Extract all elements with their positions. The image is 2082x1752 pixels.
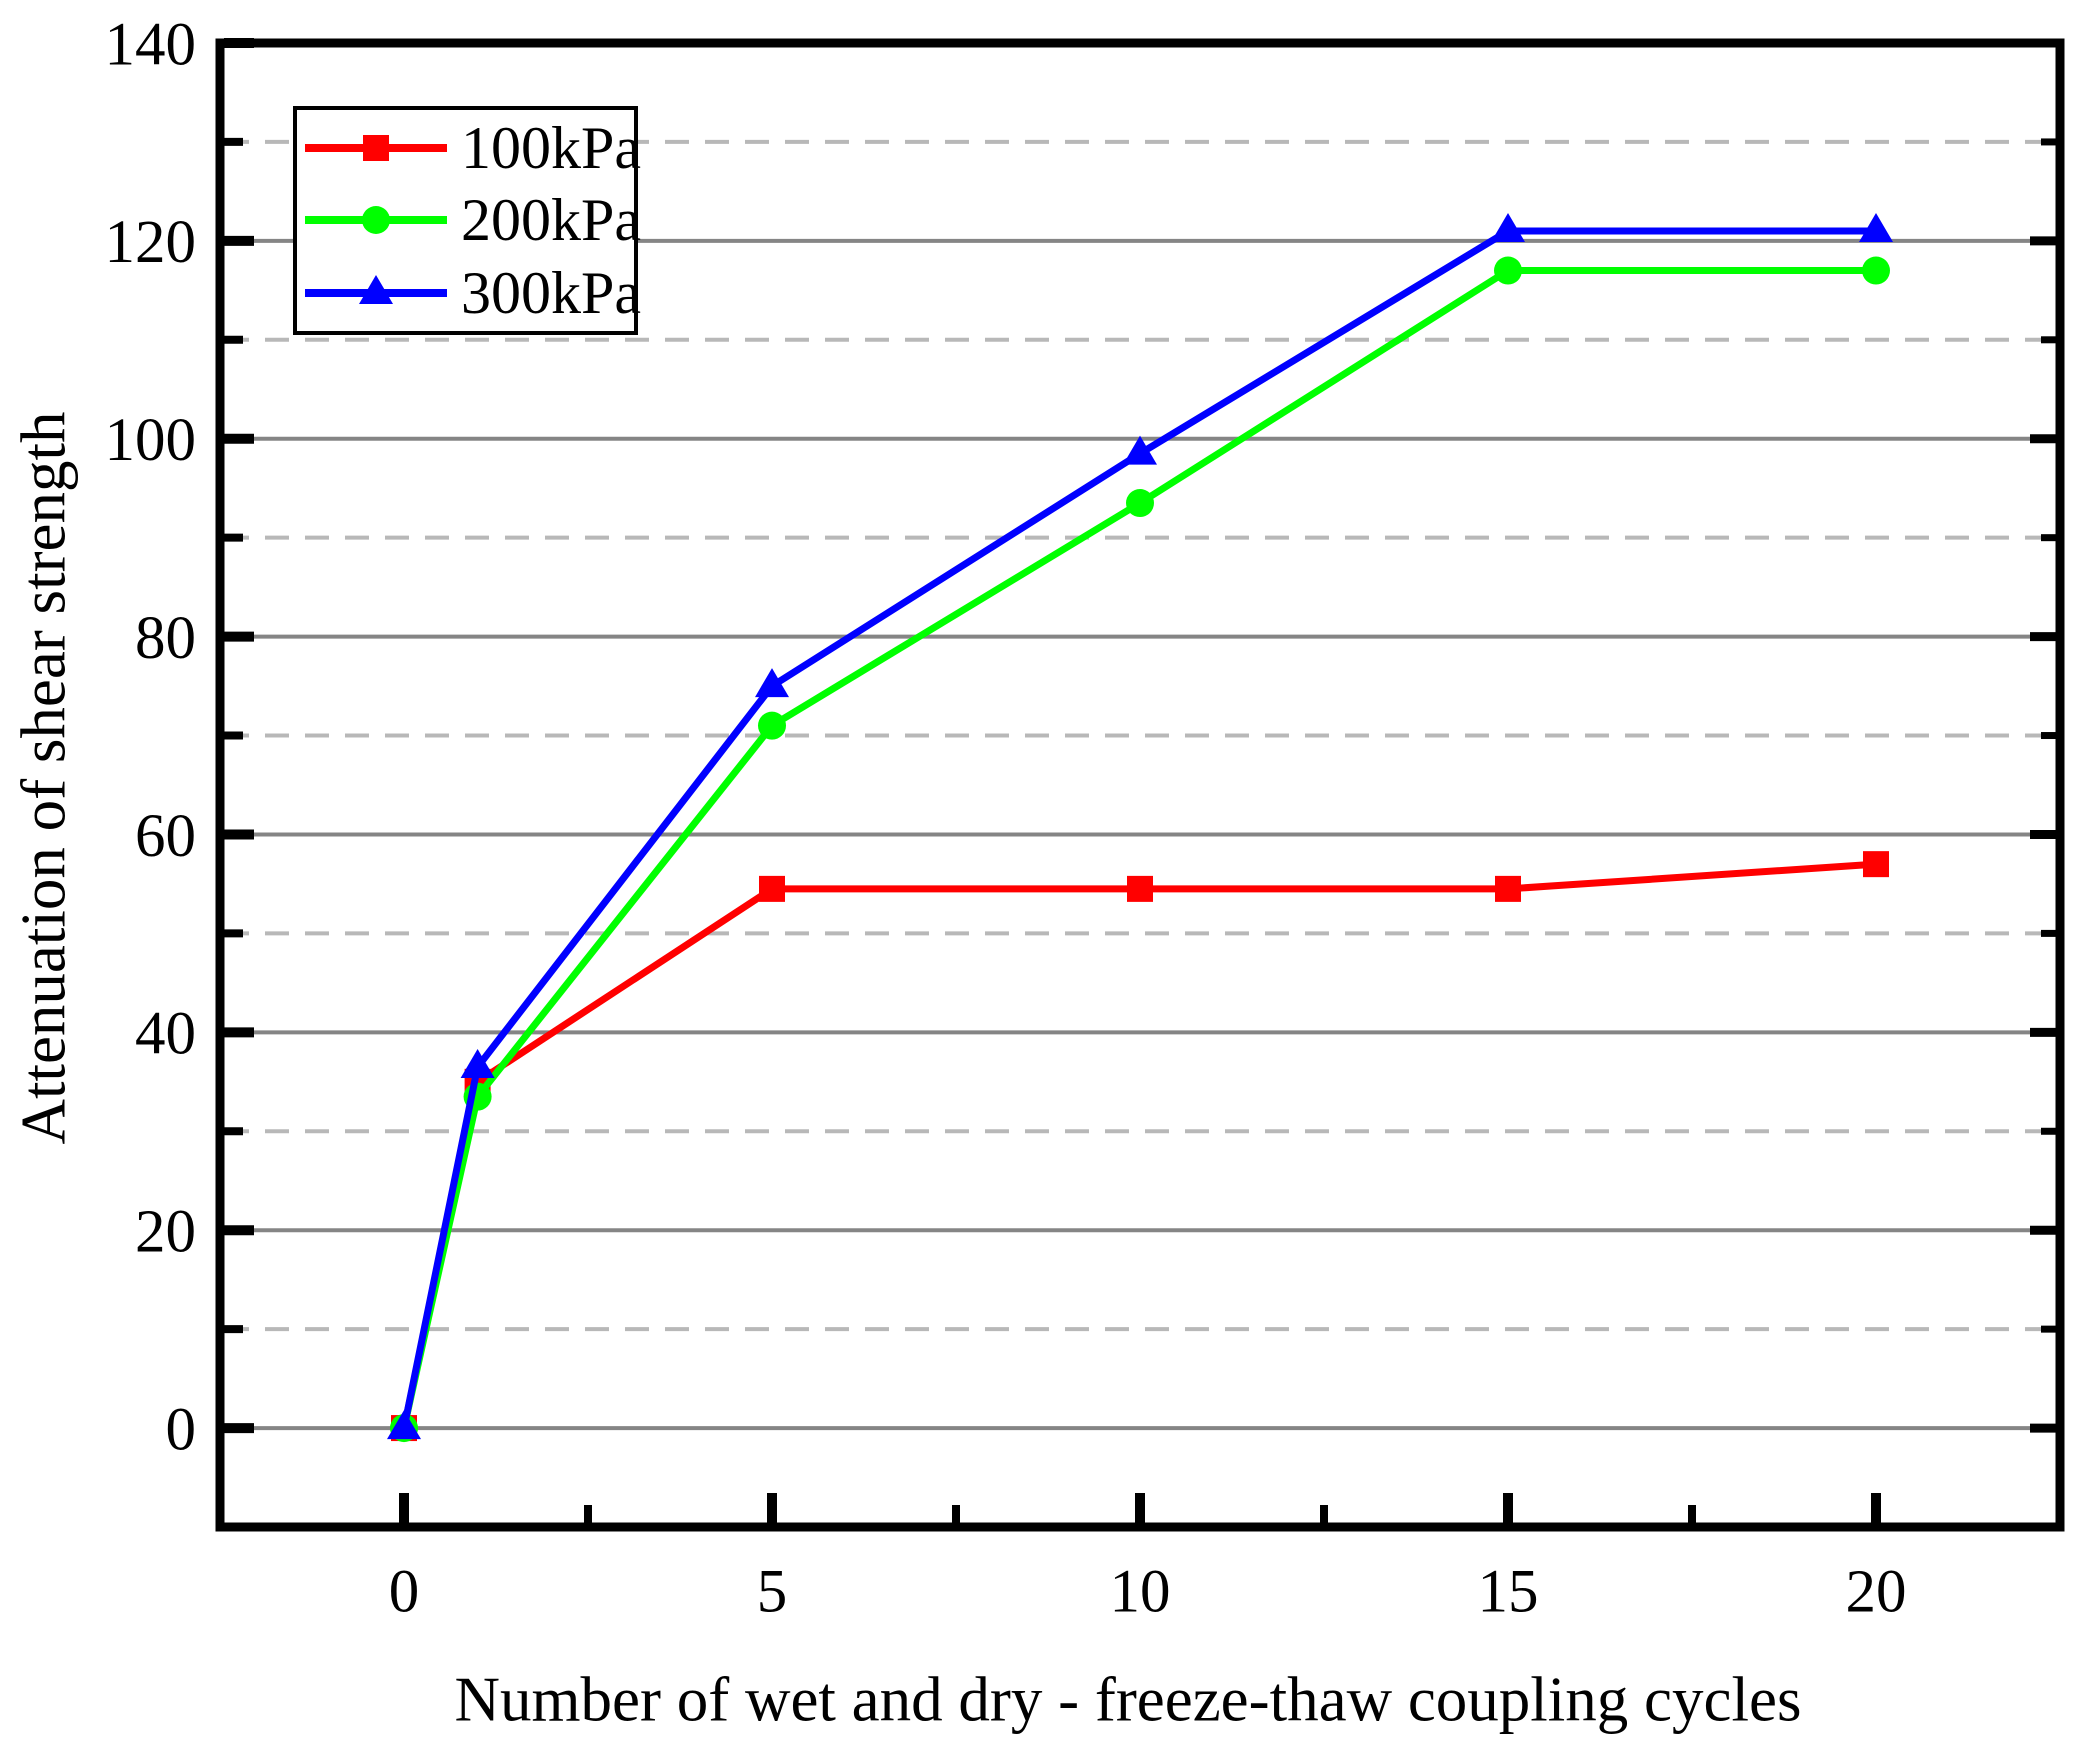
data-marker-300kPa <box>460 1048 495 1078</box>
y-tick-label: 100 <box>105 407 197 474</box>
legend-box: 100kPa 200kPa 300kPa <box>293 106 641 335</box>
legend-item-100kPa: 100kPa <box>301 112 641 184</box>
y-tick-label: 80 <box>135 605 196 672</box>
data-marker-200kPa <box>1126 489 1154 518</box>
x-axis-title: Number of wet and dry - freeze-thaw coup… <box>454 1664 1802 1735</box>
x-tick-label: 10 <box>1110 1558 1171 1625</box>
data-marker-300kPa <box>1491 212 1525 242</box>
x-tick-label: 0 <box>389 1558 420 1625</box>
data-marker-100kPa <box>1127 875 1153 902</box>
plot-frame <box>215 38 2065 1532</box>
legend-label: 300kPa <box>461 259 641 326</box>
x-tick-label: 5 <box>757 1558 788 1625</box>
data-marker-200kPa <box>1862 256 1890 285</box>
data-marker-100kPa <box>1863 851 1889 878</box>
legend-triangle-marker-icon <box>305 274 447 304</box>
data-marker-300kPa <box>1123 435 1157 465</box>
legend-square-marker-icon <box>305 135 447 162</box>
data-marker-300kPa <box>1859 212 1893 242</box>
legend-circle-marker-icon <box>305 206 447 235</box>
data-marker-200kPa <box>758 711 786 740</box>
data-marker-100kPa <box>759 875 785 902</box>
y-tick-label: 20 <box>135 1199 196 1266</box>
x-tick-label: 20 <box>1846 1558 1907 1625</box>
series-line-100kPa <box>400 860 1877 1429</box>
legend-label: 200kPa <box>461 187 641 254</box>
y-tick-label: 60 <box>135 803 196 870</box>
legend-item-200kPa: 200kPa <box>301 184 641 256</box>
data-marker-100kPa <box>1495 875 1521 902</box>
legend-item-300kPa: 300kPa <box>301 257 641 329</box>
series-line-200kPa <box>400 267 1876 1429</box>
data-marker-300kPa <box>387 1410 421 1440</box>
y-tick-label: 40 <box>135 1001 196 1068</box>
y-tick-label: 140 <box>105 11 197 78</box>
data-marker-200kPa <box>1494 256 1522 285</box>
y-tick-label: 0 <box>166 1396 197 1463</box>
series-line-300kPa <box>400 227 1876 1429</box>
data-marker-300kPa <box>755 668 789 698</box>
x-tick-label: 15 <box>1478 1558 1539 1625</box>
y-axis-title: Attenuation of shear strength <box>8 411 79 1145</box>
y-tick-label: 120 <box>105 209 197 276</box>
legend-label: 100kPa <box>461 115 641 182</box>
